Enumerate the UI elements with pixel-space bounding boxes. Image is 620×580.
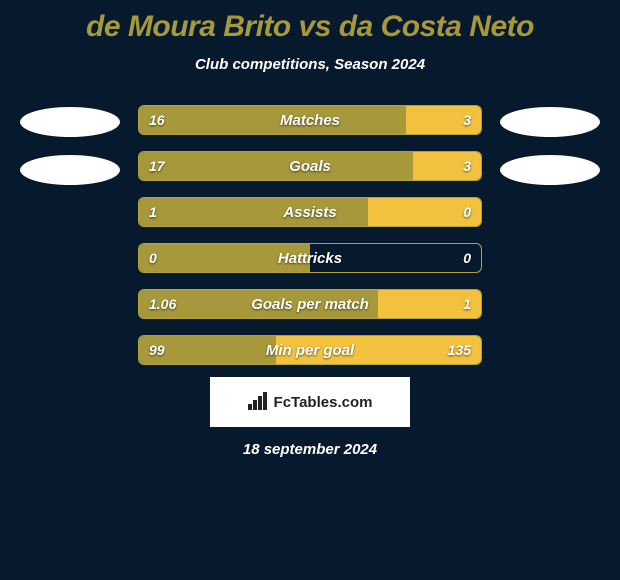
stat-row: 1.061Goals per match: [138, 289, 482, 319]
stat-bar-left: [139, 336, 276, 364]
stat-row: 10Assists: [138, 197, 482, 227]
page-title: de Moura Brito vs da Costa Neto: [0, 0, 620, 44]
team-ellipse-slot: [20, 105, 120, 137]
team-ellipse-icon: [500, 155, 600, 185]
stat-bar-left: [139, 198, 368, 226]
stat-bar-left: [139, 244, 310, 272]
left-team-icons: [20, 105, 120, 185]
stat-row: 00Hattricks: [138, 243, 482, 273]
brand-badge: FcTables.com: [210, 377, 410, 427]
stat-bar-right: [378, 290, 481, 318]
team-ellipse-icon: [500, 107, 600, 137]
stat-bar-empty: [310, 244, 481, 272]
stat-row: 163Matches: [138, 105, 482, 135]
bars-column: 163Matches 173Goals 10Assists 00Hattricks 1.…: [138, 105, 482, 365]
team-ellipse-slot: [500, 153, 600, 185]
footer-date: 18 september 2024: [0, 441, 620, 458]
right-team-icons: [500, 105, 600, 185]
comparison-chart: 163Matches 173Goals 10Assists 00Hattricks 1.…: [0, 105, 620, 365]
bars-icon: [248, 394, 268, 410]
stat-bar-left: [139, 152, 413, 180]
team-ellipse-slot: [20, 153, 120, 185]
stat-row: 99135Min per goal: [138, 335, 482, 365]
page-subtitle: Club competitions, Season 2024: [0, 56, 620, 73]
team-ellipse-icon: [20, 155, 120, 185]
stat-bar-right: [406, 106, 481, 134]
team-ellipse-icon: [20, 107, 120, 137]
stat-bar-right: [276, 336, 481, 364]
brand-text: FcTables.com: [274, 394, 373, 411]
stat-bar-left: [139, 290, 378, 318]
team-ellipse-slot: [500, 105, 600, 137]
stat-bar-right: [413, 152, 481, 180]
stat-bar-left: [139, 106, 406, 134]
stat-row: 173Goals: [138, 151, 482, 181]
stat-bar-right: [368, 198, 481, 226]
